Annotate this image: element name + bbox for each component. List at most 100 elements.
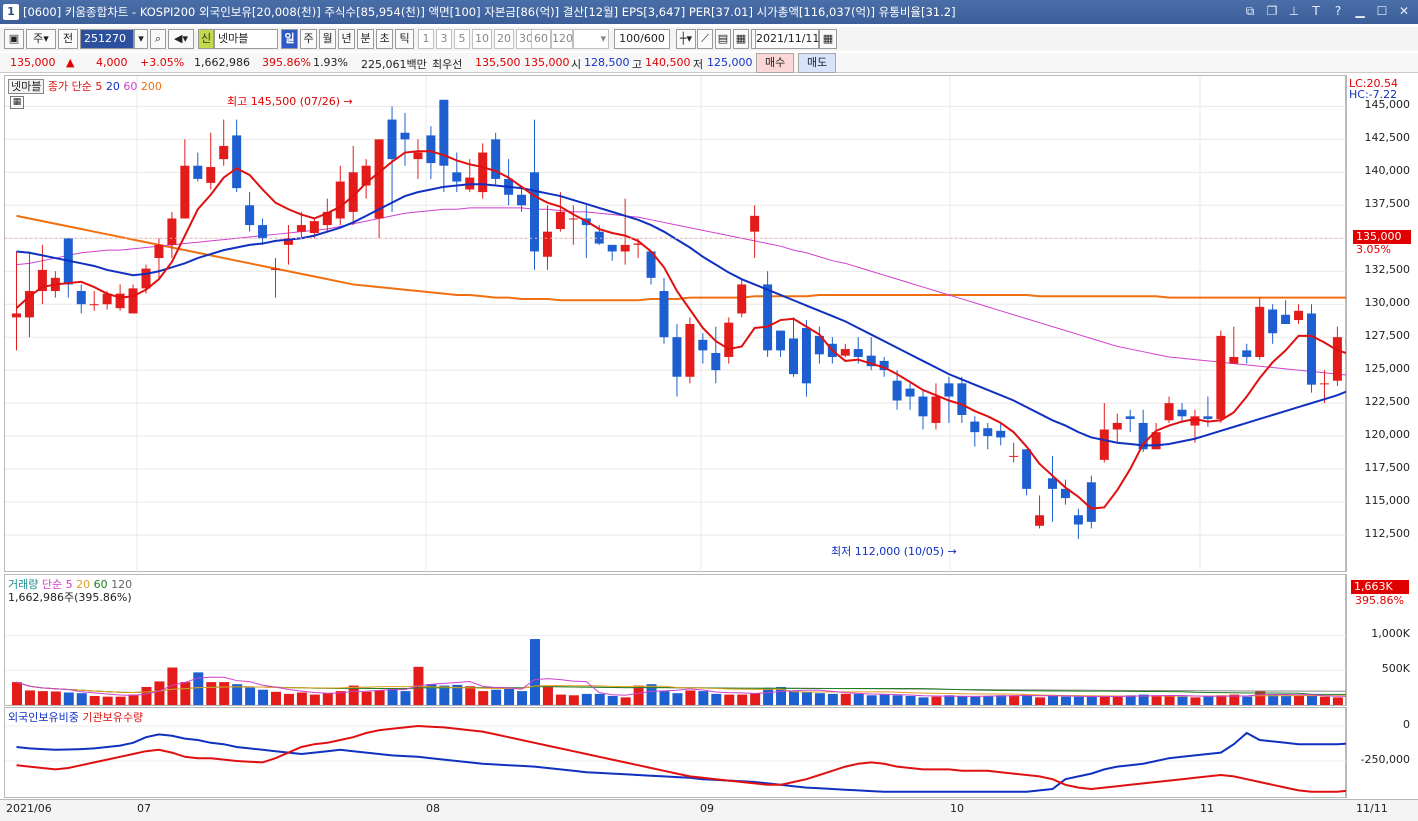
ma200-line [16, 214, 1347, 302]
candle-body [646, 251, 656, 278]
volume-bar [283, 693, 294, 705]
hc-label: HC:-7.22 [1349, 88, 1398, 101]
volume-bar [1009, 695, 1020, 705]
interval-5[interactable]: 5 [454, 29, 470, 49]
candle-body [711, 353, 721, 371]
table-icon[interactable]: ▦ [10, 96, 24, 109]
volume-bar [206, 682, 217, 705]
stock-code-input[interactable]: 251270 [80, 29, 134, 49]
interval-60[interactable]: 60 [531, 29, 551, 49]
layout-icon[interactable]: ▣ [4, 29, 24, 49]
speaker-icon[interactable]: ◀▾ [168, 29, 194, 49]
chart-type-icon[interactable]: ┼▾ [676, 29, 696, 49]
x-label-jul: 07 [137, 802, 151, 815]
candle-body [633, 243, 643, 245]
open-price: 128,500 [584, 56, 630, 69]
date-field[interactable]: 2021/11/11 [755, 29, 819, 49]
volume-legend: 거래량 단순 5 20 60 120 [8, 576, 132, 592]
maximize-icon[interactable]: ❐ [1266, 4, 1278, 18]
interval-10[interactable]: 10 [472, 29, 492, 49]
candle-body [258, 225, 268, 239]
interval-120[interactable]: 120 [551, 29, 573, 49]
price-tick-label: 142,500 [1364, 131, 1411, 145]
price-tick-label: 140,000 [1364, 164, 1411, 178]
pin-icon[interactable]: ⊥ [1288, 4, 1300, 18]
x-axis: 2021/06 07 08 09 10 11 11/11 [0, 799, 1418, 821]
volume-chart-panel[interactable]: 거래량 단순 5 20 60 120 1,662,986주(395.86%) [4, 574, 1347, 706]
drawing-tool-icon[interactable]: ⟋ [697, 29, 713, 49]
volume-bar [348, 685, 359, 705]
print-icon[interactable]: ▦ [733, 29, 749, 49]
price-chart-svg [5, 76, 1347, 573]
candle-body [141, 268, 151, 289]
period-month[interactable]: 월 [319, 29, 336, 49]
volume-bar [1242, 696, 1253, 705]
candle-body [789, 338, 798, 375]
price-tick-label: 130,000 [1364, 296, 1411, 310]
high-annotation: 최고 145,500 (07/26) → [227, 95, 353, 108]
calendar-icon[interactable]: ▦ [819, 29, 837, 49]
volume-bar [1281, 695, 1292, 705]
interval-1[interactable]: 1 [418, 29, 434, 49]
candle-body [724, 322, 734, 357]
candle-body [685, 324, 695, 377]
volume-bar [232, 684, 243, 705]
help-icon[interactable]: ? [1334, 4, 1342, 18]
save-icon[interactable]: ▤ [715, 29, 731, 49]
market-select[interactable]: 주▾ [26, 29, 56, 49]
search-icon[interactable]: ⌕ [150, 29, 166, 49]
interval-3[interactable]: 3 [436, 29, 452, 49]
volume-bar [245, 687, 256, 705]
period-day[interactable]: 일 [281, 29, 298, 49]
high-note-text: 최고 145,500 (07/26) [227, 95, 341, 108]
window-icon[interactable]: ☐ [1376, 4, 1388, 18]
period-week[interactable]: 주 [300, 29, 317, 49]
low-note-text: 최저 112,000 (10/05) [831, 545, 945, 558]
minimize-icon[interactable]: ▁ [1355, 4, 1365, 18]
sell-button[interactable]: 매도 [798, 53, 837, 73]
period-tick[interactable]: 틱 [395, 29, 414, 49]
restore-icon[interactable]: ⧉ [1245, 4, 1255, 18]
x-label-aug: 08 [426, 802, 440, 815]
x-label-oct: 10 [950, 802, 964, 815]
volume-bar [594, 693, 605, 705]
market-select-value: 주 [33, 32, 44, 45]
custom-interval-select[interactable]: ▾ [573, 29, 609, 49]
institution-line [16, 724, 1347, 793]
price-tick-label: 115,000 [1364, 494, 1411, 508]
foreign-ownership-panel[interactable]: 외국인보유비중 기관보유수량 [4, 707, 1347, 798]
ma60-line [16, 207, 1347, 376]
volume-bar [1112, 696, 1123, 705]
buy-button[interactable]: 매수 [756, 53, 795, 73]
data-count-field[interactable]: 100/600 [614, 29, 670, 49]
volume-bar [633, 685, 644, 705]
candle-body [193, 165, 203, 179]
candle-body [814, 335, 824, 355]
volume-chart-svg [5, 635, 1347, 705]
period-minute[interactable]: 분 [357, 29, 374, 49]
prev-button[interactable]: 전 [58, 29, 78, 49]
period-second[interactable]: 초 [376, 29, 393, 49]
candle-body [879, 360, 889, 371]
code-dropdown-icon[interactable]: ▾ [134, 29, 148, 49]
candle-body [763, 284, 773, 351]
vol-tick-500k: 500K [1381, 662, 1410, 675]
candle-body [1203, 416, 1213, 419]
candle-body [698, 339, 708, 351]
volume-bar [814, 693, 825, 705]
candle-body [219, 145, 229, 160]
candle-body [866, 355, 876, 367]
interval-20[interactable]: 20 [494, 29, 514, 49]
candle-body [1177, 409, 1187, 417]
font-icon[interactable]: T [1312, 4, 1320, 18]
x-label-sep: 09 [700, 802, 714, 815]
candle-body [12, 313, 21, 318]
window-controls: ⧉ ❐ ⊥ T ? ▁ ☐ ✕ [1242, 3, 1412, 19]
volume-bar [1255, 691, 1266, 705]
candle-body [892, 380, 902, 401]
close-icon[interactable]: ✕ [1398, 4, 1410, 18]
volume-bar [1099, 696, 1110, 705]
price-chart-panel[interactable]: 넷마블 종가 단순 5 20 60 200 ▦ 최고 145,500 (07/2… [4, 75, 1347, 573]
period-year[interactable]: 년 [338, 29, 355, 49]
volume-bar [879, 694, 890, 705]
